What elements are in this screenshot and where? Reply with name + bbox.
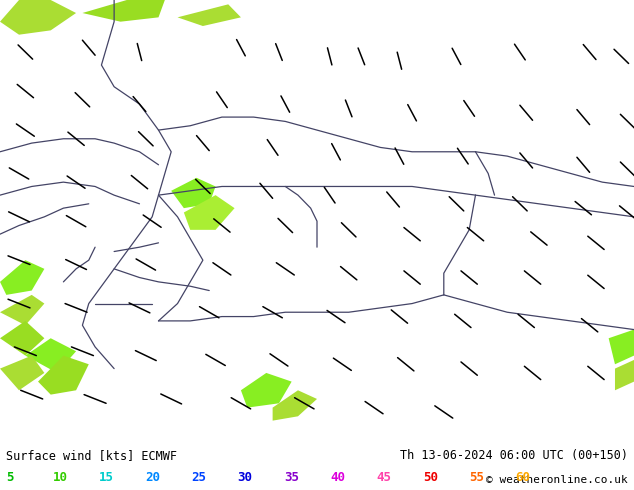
- Polygon shape: [0, 356, 44, 390]
- Polygon shape: [0, 260, 44, 295]
- Polygon shape: [273, 390, 317, 420]
- Text: © weatheronline.co.uk: © weatheronline.co.uk: [486, 475, 628, 486]
- Text: 25: 25: [191, 471, 207, 484]
- Polygon shape: [25, 338, 76, 373]
- Text: 45: 45: [377, 471, 392, 484]
- Polygon shape: [171, 178, 216, 208]
- Text: Th 13-06-2024 06:00 UTC (00+150): Th 13-06-2024 06:00 UTC (00+150): [399, 449, 628, 463]
- Polygon shape: [615, 360, 634, 390]
- Polygon shape: [184, 195, 235, 230]
- Polygon shape: [82, 0, 165, 22]
- Text: 5: 5: [6, 471, 14, 484]
- Text: 20: 20: [145, 471, 160, 484]
- Text: Surface wind [kts] ECMWF: Surface wind [kts] ECMWF: [6, 449, 178, 463]
- Polygon shape: [178, 4, 241, 26]
- Polygon shape: [609, 330, 634, 364]
- Text: 55: 55: [469, 471, 484, 484]
- Polygon shape: [241, 373, 292, 408]
- Text: 40: 40: [330, 471, 346, 484]
- Text: 15: 15: [99, 471, 114, 484]
- Text: 10: 10: [53, 471, 68, 484]
- Text: 60: 60: [515, 471, 531, 484]
- Text: 35: 35: [284, 471, 299, 484]
- Text: 30: 30: [238, 471, 253, 484]
- Polygon shape: [0, 321, 44, 356]
- Polygon shape: [38, 356, 89, 394]
- Polygon shape: [0, 295, 44, 325]
- Polygon shape: [0, 0, 76, 35]
- Text: 50: 50: [423, 471, 438, 484]
